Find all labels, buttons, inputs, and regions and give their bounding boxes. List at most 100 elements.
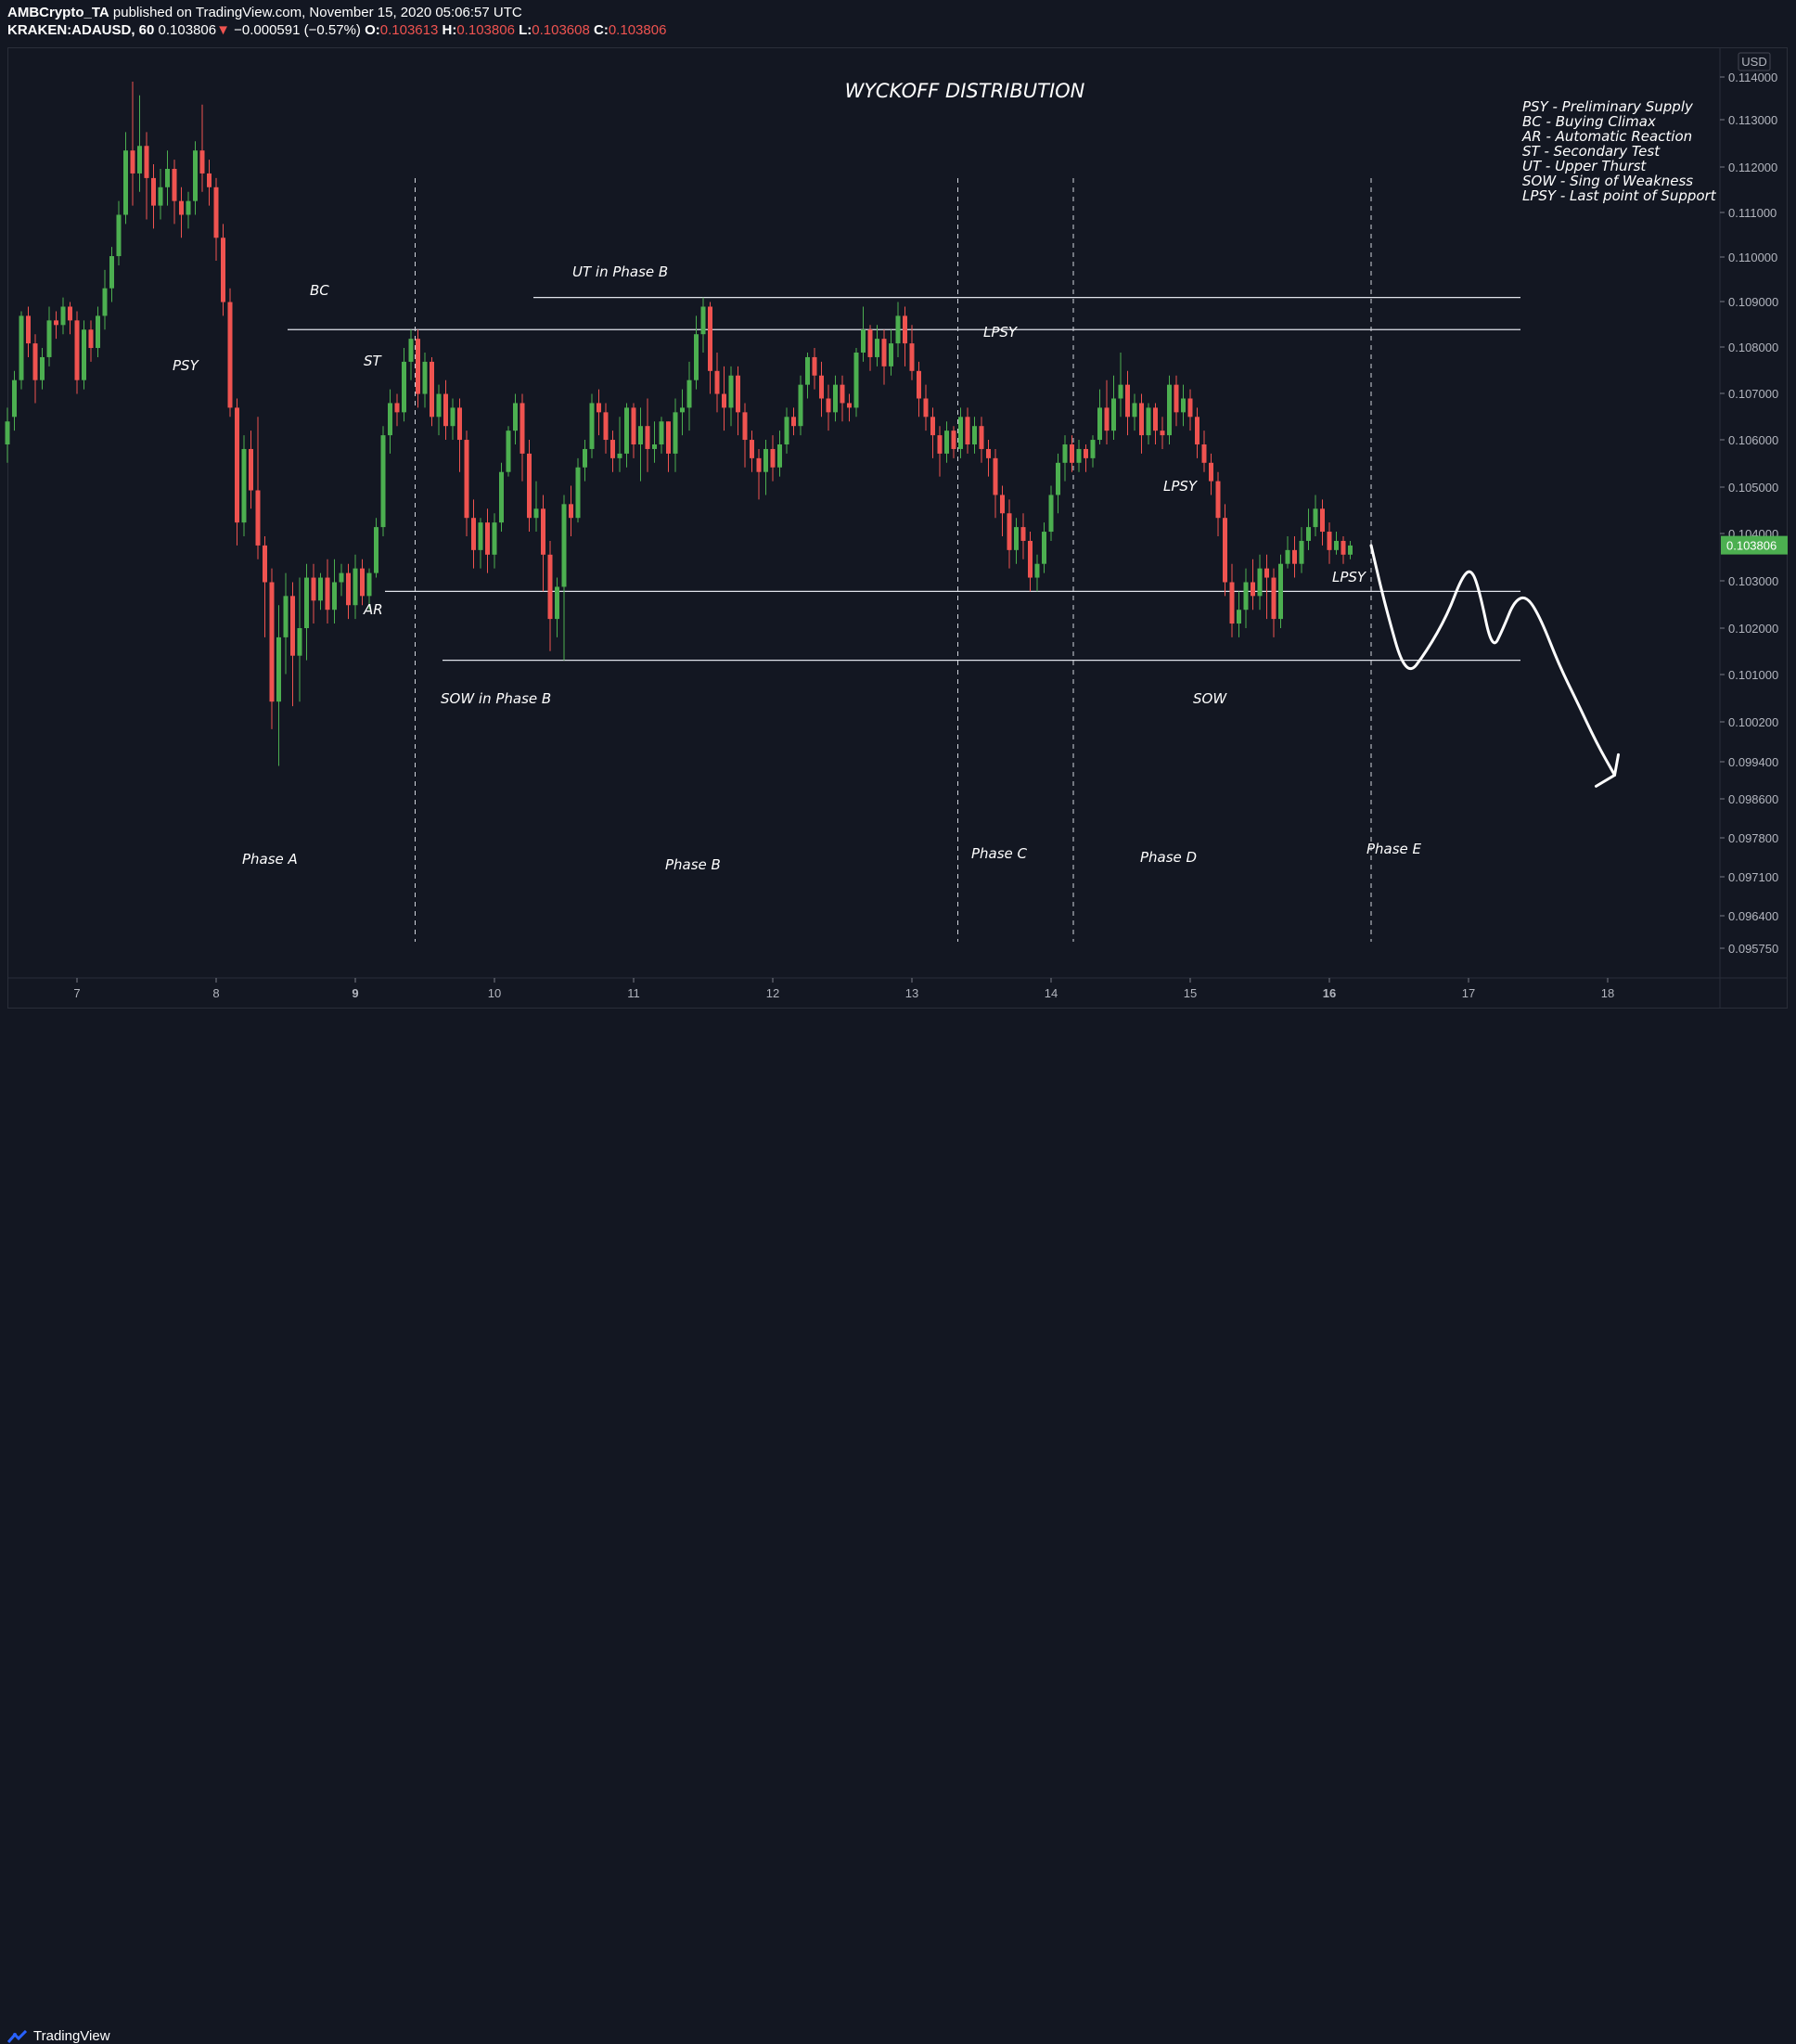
y-tick-label: 0.108000 — [1728, 341, 1778, 354]
candle-body — [207, 173, 212, 187]
candle-body — [492, 522, 497, 555]
tradingview-brand[interactable]: TradingView — [7, 2028, 110, 2044]
candle-body — [54, 320, 58, 326]
candle-body — [1327, 532, 1332, 550]
footer-bar: TradingView — [0, 1011, 1796, 2044]
candle-body — [46, 320, 52, 357]
candle-body — [694, 334, 699, 380]
candle-body — [986, 448, 991, 458]
candle-body — [276, 636, 281, 702]
candle-body — [1118, 384, 1123, 399]
candle-body — [666, 421, 671, 454]
candle-body — [283, 596, 289, 637]
candle-body — [680, 407, 685, 413]
label-ut-phase-b: UT in Phase B — [572, 264, 668, 280]
candle-body — [652, 444, 657, 449]
author-name[interactable]: AMBCrypto_TA — [7, 5, 109, 20]
candle-body — [819, 375, 824, 399]
candle-body — [1042, 532, 1046, 564]
candle-body — [416, 339, 420, 394]
candle-body — [881, 339, 887, 366]
candle-body — [235, 407, 239, 523]
candle-body — [875, 339, 879, 357]
candle-body — [1215, 481, 1221, 519]
x-tick-label: 10 — [488, 986, 501, 1000]
brand-label: TradingView — [33, 2028, 110, 2044]
candle-body — [1048, 495, 1054, 533]
arrow-head-icon — [1595, 752, 1620, 788]
candle-body — [736, 375, 740, 413]
price-axis[interactable]: USD 0.114000 0.113000 0.112000 0.111000 0.11… — [1720, 52, 1788, 956]
chart-frame — [7, 47, 1788, 1009]
candle-body — [26, 315, 31, 344]
legend-psy: PSY - Preliminary Supply — [1522, 98, 1694, 115]
candle-body — [714, 370, 720, 394]
candle-body — [304, 577, 309, 628]
label-sow: SOW — [1193, 690, 1227, 707]
candle-body — [60, 306, 66, 326]
y-tick-label: 0.101000 — [1728, 668, 1778, 682]
x-tick-label: 12 — [766, 986, 779, 1000]
label-st: ST — [364, 353, 383, 369]
candle-body — [1000, 495, 1005, 514]
candle-body — [19, 315, 24, 380]
candle-body — [332, 582, 337, 611]
candle-body — [227, 302, 233, 408]
time-axis[interactable]: 7 8 9 10 11 12 13 14 15 16 17 18 — [73, 978, 1614, 1000]
legend-ut: UT - Upper Thurst — [1522, 158, 1647, 174]
candle-body — [464, 440, 469, 519]
candle-body — [151, 177, 156, 206]
candle-body — [610, 440, 615, 458]
candle-body — [506, 431, 511, 472]
candle-body — [346, 572, 351, 606]
wyckoff-chart[interactable]: WYCKOFF DISTRIBUTION PSY - Preliminary S… — [0, 0, 1796, 1011]
candle-body — [937, 435, 943, 454]
high-value: 0.103806 — [456, 22, 515, 38]
candle-body — [394, 403, 400, 413]
candle-body — [520, 403, 525, 454]
legend-lpsy: LPSY - Last point of Support — [1522, 187, 1717, 204]
candle-body — [193, 150, 198, 201]
chart-header: AMBCrypto_TA published on TradingView.co… — [0, 0, 1796, 45]
candle-body — [32, 343, 38, 380]
candle-body — [1320, 508, 1325, 533]
symbol-label[interactable]: KRAKEN:ADAUSD, 60 — [7, 22, 155, 38]
candle-body — [1223, 518, 1227, 583]
x-tick-label: 18 — [1601, 986, 1614, 1000]
candle-body — [1034, 563, 1040, 578]
open-label: O: — [365, 22, 380, 38]
candle-body — [1056, 462, 1060, 495]
candle-body — [1201, 444, 1207, 463]
currency-badge[interactable] — [1738, 52, 1771, 71]
candle-body — [1007, 513, 1012, 550]
label-phase-b: Phase B — [665, 856, 721, 873]
projection-curve — [1369, 544, 1616, 777]
candle-body — [1070, 444, 1074, 463]
legend-bc: BC - Buying Climax — [1522, 113, 1656, 130]
candle-body — [951, 431, 956, 449]
label-bc: BC — [310, 282, 329, 299]
candle-body — [1251, 582, 1255, 597]
candle-body — [374, 527, 378, 573]
candle-body — [1181, 398, 1186, 413]
candle-body — [513, 403, 518, 431]
candle-body — [1076, 448, 1082, 463]
candle-body — [1299, 540, 1304, 564]
candle-body — [812, 356, 817, 376]
candle-body — [756, 457, 762, 472]
candle-body — [1167, 384, 1172, 436]
candle-body — [1285, 549, 1290, 564]
candle-body — [958, 417, 963, 449]
close-value: 0.103806 — [608, 22, 667, 38]
candle-body — [1237, 610, 1241, 624]
candle-body — [1160, 431, 1165, 436]
candle-body — [109, 256, 114, 289]
published-text: published on TradingView.com, November 1… — [112, 5, 522, 20]
candle-body — [1090, 440, 1096, 458]
candle-body — [750, 440, 754, 458]
y-tick-label: 0.097800 — [1728, 831, 1778, 845]
candle-body — [909, 343, 915, 371]
candle-body — [74, 320, 80, 380]
separators — [7, 47, 1788, 1009]
candle-body — [249, 448, 253, 491]
